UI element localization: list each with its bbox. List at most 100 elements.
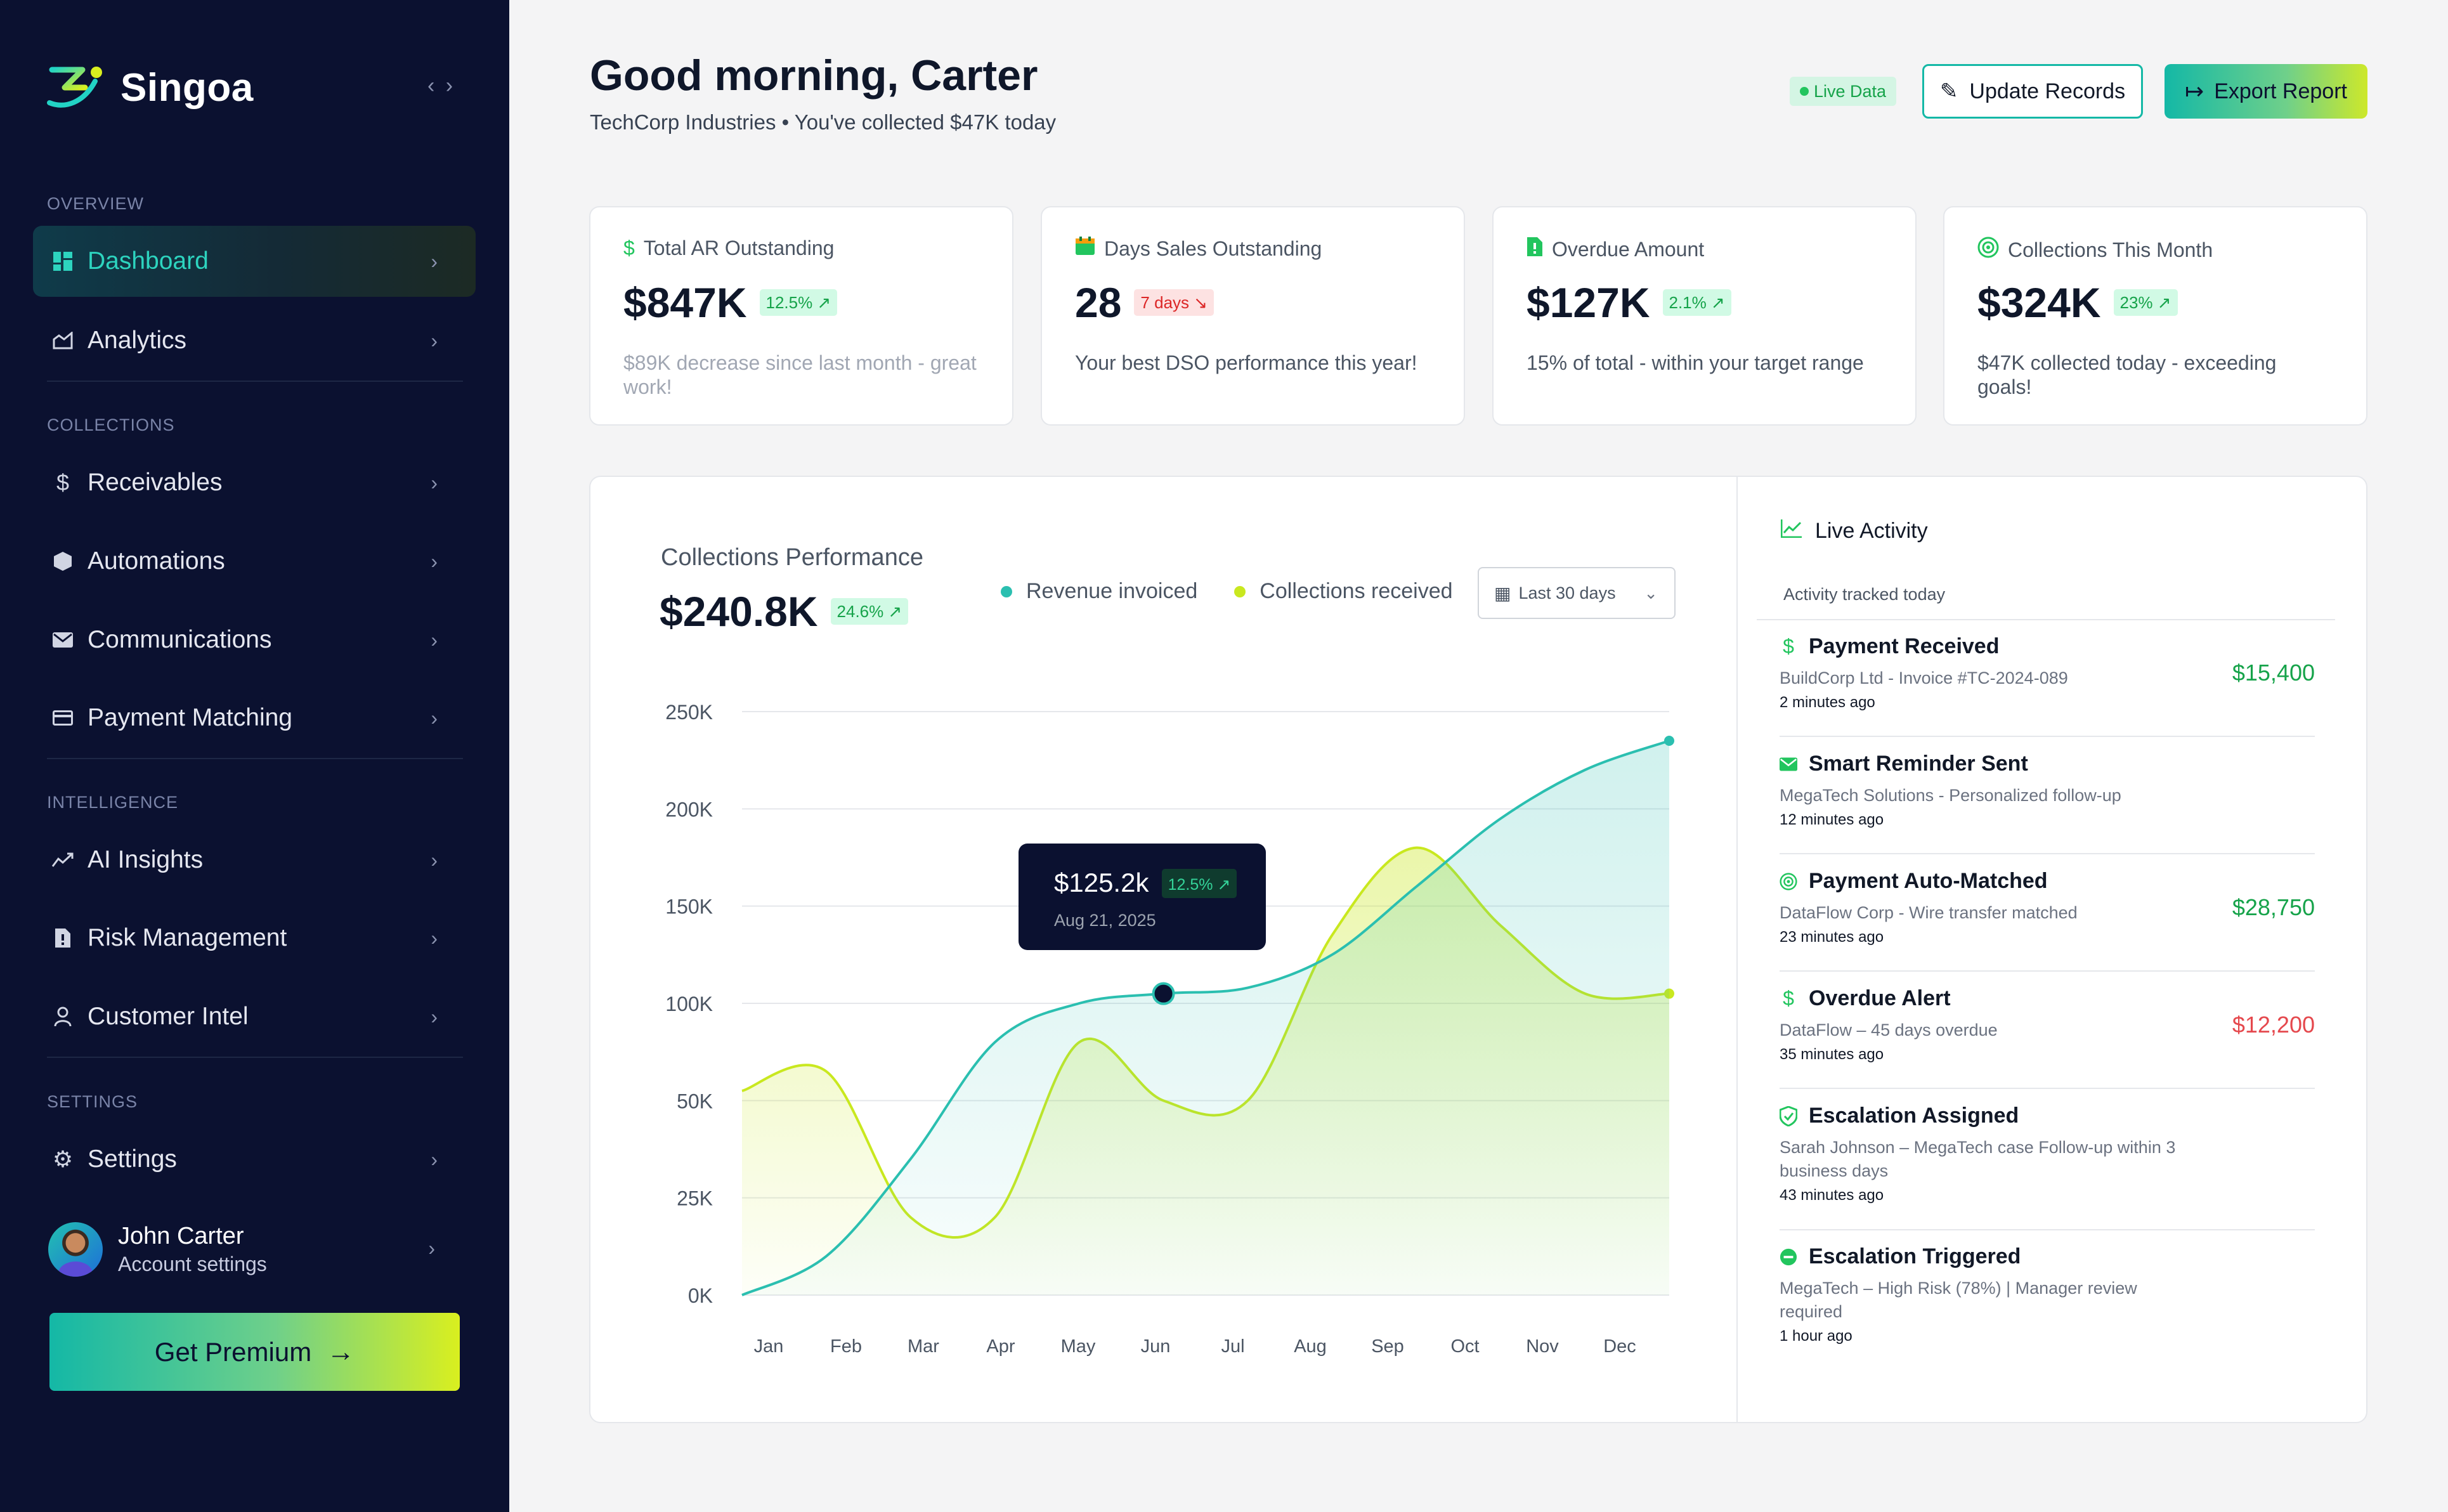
activity-description: BuildCorp Ltd - Invoice #TC-2024-089 — [1780, 668, 2068, 688]
sidebar-item-analytics[interactable]: Analytics › — [33, 305, 476, 376]
chart-legend: Revenue invoiced Collections received — [1001, 579, 1490, 604]
chevron-down-icon: ⌄ — [1644, 583, 1658, 603]
x-tick-label: Jul — [1221, 1336, 1244, 1357]
activity-title: Payment Received — [1809, 634, 2000, 658]
live-data-label: Live Data — [1814, 81, 1887, 101]
live-data-badge: Live Data — [1790, 77, 1897, 106]
user-name: John Carter — [118, 1223, 244, 1249]
legend-dot-icon — [1001, 585, 1012, 597]
sidebar-item-label: Settings — [88, 1145, 177, 1173]
divider — [1780, 1088, 2315, 1089]
activity-time: 2 minutes ago — [1780, 694, 1875, 711]
series-area — [742, 741, 1669, 1295]
live-activity-header: Live Activity — [1780, 519, 1928, 544]
update-records-button[interactable]: ✎ Update Records — [1922, 64, 2143, 119]
highlight-point — [1152, 982, 1175, 1005]
x-tick-label: Jan — [754, 1336, 784, 1357]
chart-total-badge: 24.6% ↗ — [830, 598, 909, 625]
sidebar-item-settings[interactable]: ⚙ Settings › — [33, 1124, 476, 1195]
activity-time: 23 minutes ago — [1780, 929, 1884, 946]
series-line — [741, 740, 1670, 1296]
sidebar-item-automations[interactable]: Automations › — [33, 526, 476, 597]
sidebar-item-label: Risk Management — [88, 924, 287, 951]
chevron-right-icon: › — [431, 249, 438, 273]
y-tick-label: 50K — [677, 1090, 713, 1112]
activity-item[interactable]: Smart Reminder Sent MegaTech Solutions -… — [1780, 752, 2315, 829]
activity-item[interactable]: Payment Auto-Matched DataFlow Corp - Wir… — [1780, 869, 2315, 946]
mail-icon — [1780, 757, 1797, 772]
kpi-badge: 12.5% ↗ — [759, 289, 838, 316]
sidebar: Singoa ‹ › OVERVIEW Dashboard › Analytic… — [0, 0, 509, 1512]
collapse-sidebar-icon[interactable]: ‹ › — [427, 74, 456, 98]
shield-icon — [1780, 1105, 1797, 1126]
sidebar-item-receivables[interactable]: $ Receivables › — [33, 447, 476, 518]
sidebar-item-label: Automations — [88, 547, 225, 575]
kpi-card-overdue[interactable]: Overdue Amount $127K 2.1% ↗ 15% of total … — [1492, 206, 1917, 426]
export-report-button[interactable]: ↦ Export Report — [2165, 64, 2367, 119]
sidebar-item-customer-intel[interactable]: Customer Intel › — [33, 981, 476, 1052]
divider — [1780, 1229, 2315, 1230]
pencil-icon: ✎ — [1939, 79, 1958, 103]
kpi-badge: 7 days ↘ — [1134, 289, 1214, 316]
activity-item[interactable]: Escalation Assigned Sarah Johnson – Mega… — [1780, 1104, 2315, 1204]
collections-chart[interactable]: 250K 200K 150K 100K 50K 25K 0K Jan Feb Mar Apr May J… — [634, 672, 1700, 1383]
trend-icon — [1780, 519, 1802, 544]
series-end-point — [1664, 736, 1674, 746]
legend-dot-icon — [1234, 585, 1246, 597]
activity-title: Payment Auto-Matched — [1809, 869, 2048, 893]
kpi-value: $847K — [623, 279, 747, 326]
kpi-card-total-ar[interactable]: $ Total AR Outstanding $847K 12.5% ↗ $89K … — [589, 206, 1013, 426]
date-range-select[interactable]: ▦ Last 30 days ⌄ — [1478, 567, 1676, 619]
dollar-icon: $ — [623, 237, 635, 259]
chart-total-value: $240.8K — [660, 588, 818, 635]
activity-time: 43 minutes ago — [1780, 1187, 1884, 1204]
chart-icon — [49, 332, 76, 349]
x-tick-label: Nov — [1526, 1336, 1559, 1357]
gear-icon: ⚙ — [52, 1146, 74, 1172]
section-label-settings: SETTINGS — [47, 1092, 138, 1111]
activity-amount: $28,750 — [2232, 894, 2315, 920]
activity-item[interactable]: $ Payment Received BuildCorp Ltd - Invoic… — [1780, 634, 2315, 712]
chevron-right-icon: › — [431, 549, 438, 573]
chevron-right-icon: › — [431, 706, 438, 729]
account-settings[interactable]: John Carter Account settings › — [48, 1218, 467, 1281]
cube-icon — [49, 551, 76, 571]
chart-tooltip: $125.2k 12.5% ↗ Aug 21, 2025 — [1019, 844, 1266, 950]
panel-divider — [1736, 477, 1738, 1422]
activity-description: DataFlow – 45 days overdue — [1780, 1020, 1998, 1040]
legend-item-revenue[interactable]: Revenue invoiced — [1001, 579, 1197, 604]
chevron-right-icon: › — [431, 471, 438, 494]
activity-title: Escalation Assigned — [1809, 1104, 2019, 1128]
get-premium-button[interactable]: Get Premium → — [49, 1313, 460, 1391]
activity-amount: $12,200 — [2232, 1012, 2315, 1038]
divider — [47, 381, 463, 382]
activity-description: Sarah Johnson – MegaTech case Follow-up … — [1780, 1138, 2176, 1180]
divider — [1780, 736, 2315, 737]
activity-item[interactable]: $ Overdue Alert DataFlow – 45 days overdu… — [1780, 986, 2315, 1064]
brand-logo-icon — [47, 67, 102, 108]
kpi-card-dso[interactable]: Days Sales Outstanding 28 7 days ↘ Your b… — [1041, 206, 1465, 426]
activity-amount: $15,400 — [2232, 660, 2315, 686]
file-alert-icon — [1527, 237, 1543, 262]
brand[interactable]: Singoa — [46, 62, 254, 113]
sidebar-item-label: Analytics — [88, 327, 187, 354]
sidebar-item-ai-insights[interactable]: AI Insights › — [33, 824, 476, 896]
chart-total: $240.8K 24.6% ↗ — [660, 587, 909, 635]
kpi-label: Days Sales Outstanding — [1104, 237, 1322, 260]
sidebar-item-risk-management[interactable]: Risk Management › — [33, 903, 476, 974]
chevron-right-icon: › — [428, 1237, 435, 1260]
target-icon — [1780, 871, 1797, 892]
kpi-card-collections-month[interactable]: Collections This Month $324K 23% ↗ $47K c… — [1943, 206, 2367, 426]
legend-item-collections[interactable]: Collections received — [1234, 579, 1453, 604]
activity-title: Overdue Alert — [1809, 986, 1951, 1010]
activity-title: Smart Reminder Sent — [1809, 752, 2028, 776]
activity-subtitle: Activity tracked today — [1783, 585, 1946, 604]
kpi-description: Your best DSO performance this year! — [1075, 351, 1417, 374]
date-range-value: Last 30 days — [1518, 583, 1616, 603]
activity-item[interactable]: Escalation Triggered MegaTech – High Ris… — [1780, 1244, 2315, 1345]
sidebar-item-communications[interactable]: Communications › — [33, 604, 476, 675]
sidebar-item-payment-matching[interactable]: Payment Matching › — [33, 682, 476, 753]
chevron-right-icon: › — [431, 1147, 438, 1171]
activity-time: 35 minutes ago — [1780, 1046, 1884, 1063]
sidebar-item-dashboard[interactable]: Dashboard › — [33, 226, 476, 297]
